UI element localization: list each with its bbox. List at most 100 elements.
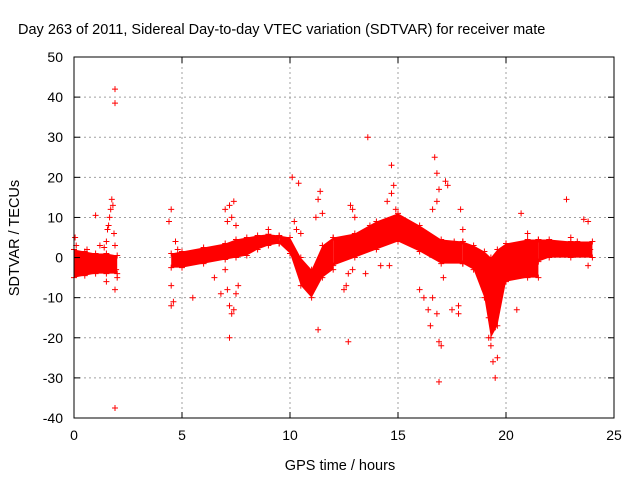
data-point bbox=[72, 234, 79, 241]
data-point bbox=[567, 234, 574, 241]
data-point bbox=[228, 310, 235, 317]
data-point bbox=[345, 270, 352, 277]
data-point bbox=[351, 214, 358, 221]
band-edge-point bbox=[308, 294, 315, 301]
data-point bbox=[345, 338, 352, 345]
data-point bbox=[108, 196, 115, 203]
band-edge-point bbox=[494, 322, 501, 329]
band-edge-point bbox=[524, 274, 531, 281]
band-edge-point bbox=[546, 236, 553, 243]
band-edge-point bbox=[287, 250, 293, 257]
band-edge-point bbox=[459, 260, 466, 267]
data-point bbox=[112, 100, 118, 107]
data-point bbox=[485, 314, 492, 321]
band-edge-point bbox=[233, 254, 239, 261]
y-tick-label: 50 bbox=[47, 49, 63, 65]
data-point bbox=[388, 162, 395, 169]
data-point bbox=[451, 238, 458, 245]
data-point bbox=[112, 86, 118, 93]
band-edge-point bbox=[103, 270, 110, 277]
data-point bbox=[513, 306, 520, 313]
x-tick-label: 10 bbox=[282, 427, 298, 443]
band-edge-point bbox=[351, 230, 358, 237]
x-tick-label: 0 bbox=[70, 427, 78, 443]
band-edge-point bbox=[254, 246, 261, 253]
data-point bbox=[226, 202, 233, 209]
data-point bbox=[429, 294, 436, 301]
data-point bbox=[386, 262, 393, 269]
data-point bbox=[485, 334, 492, 341]
data-point bbox=[224, 286, 231, 293]
y-tick-label: 40 bbox=[47, 89, 63, 105]
data-point bbox=[390, 182, 397, 189]
data-point bbox=[168, 282, 175, 289]
band-edge-point bbox=[438, 236, 445, 243]
band-edge-point bbox=[524, 236, 531, 243]
band-edge-point bbox=[438, 260, 445, 267]
data-point bbox=[104, 226, 111, 233]
band-edge-point bbox=[373, 218, 380, 225]
data-point bbox=[168, 302, 175, 309]
data-point bbox=[230, 306, 237, 313]
band-edge-point bbox=[416, 222, 423, 229]
band-edge-point bbox=[503, 278, 509, 285]
data-point bbox=[235, 282, 242, 289]
band-edge-point bbox=[168, 250, 175, 257]
band-edge-point bbox=[481, 294, 488, 301]
band-edge-point bbox=[470, 242, 477, 249]
data-point bbox=[84, 246, 90, 253]
data-point bbox=[492, 374, 499, 381]
data-point bbox=[366, 222, 373, 229]
data-point bbox=[494, 354, 501, 361]
data-point bbox=[106, 262, 113, 269]
band-edge-point bbox=[546, 254, 553, 261]
data-point bbox=[433, 310, 440, 317]
band-edge-point bbox=[233, 236, 239, 243]
band-edge-point bbox=[276, 240, 283, 247]
data-point bbox=[103, 238, 110, 245]
data-point bbox=[433, 198, 440, 205]
band-edge-point bbox=[297, 254, 304, 261]
band-edge-point bbox=[200, 260, 207, 267]
band-edge-point bbox=[114, 252, 121, 259]
band-edge-point bbox=[179, 264, 185, 271]
band-edge-point bbox=[535, 258, 542, 265]
band-04-09h bbox=[171, 234, 280, 268]
band-edge-point bbox=[308, 266, 315, 273]
band-edge-point bbox=[416, 248, 423, 255]
band-edge-point bbox=[589, 238, 596, 245]
data-point bbox=[77, 258, 84, 265]
data-point bbox=[166, 218, 172, 225]
y-tick-label: -20 bbox=[43, 330, 63, 346]
band-edge-point bbox=[535, 274, 542, 281]
dense-point-bands bbox=[71, 210, 596, 341]
data-point bbox=[315, 196, 322, 203]
data-point bbox=[580, 216, 587, 223]
plot-frame bbox=[73, 56, 615, 419]
band-edge-point bbox=[297, 282, 304, 289]
data-point bbox=[455, 302, 462, 309]
grid-lines bbox=[74, 57, 614, 418]
band-edge-point bbox=[330, 262, 337, 269]
data-point bbox=[295, 180, 302, 187]
x-tick-label: 25 bbox=[606, 427, 622, 443]
x-axis-label: GPS time / hours bbox=[285, 458, 395, 474]
data-point bbox=[343, 282, 350, 289]
data-point bbox=[106, 214, 113, 221]
data-point bbox=[96, 242, 103, 249]
data-point bbox=[442, 178, 449, 185]
data-point bbox=[431, 154, 438, 161]
data-point bbox=[349, 266, 356, 273]
y-tick-label: 0 bbox=[55, 250, 63, 266]
data-point bbox=[490, 358, 496, 365]
data-point bbox=[297, 230, 304, 237]
data-point bbox=[440, 274, 447, 281]
data-point bbox=[174, 246, 181, 253]
data-point bbox=[436, 378, 442, 385]
data-point bbox=[459, 226, 466, 233]
data-point bbox=[226, 334, 233, 341]
y-axis-label: SDTVAR / TECUs bbox=[7, 180, 23, 296]
band-edge-point bbox=[265, 242, 272, 249]
band-edge-point bbox=[481, 248, 488, 255]
band-09-12h bbox=[279, 235, 334, 298]
